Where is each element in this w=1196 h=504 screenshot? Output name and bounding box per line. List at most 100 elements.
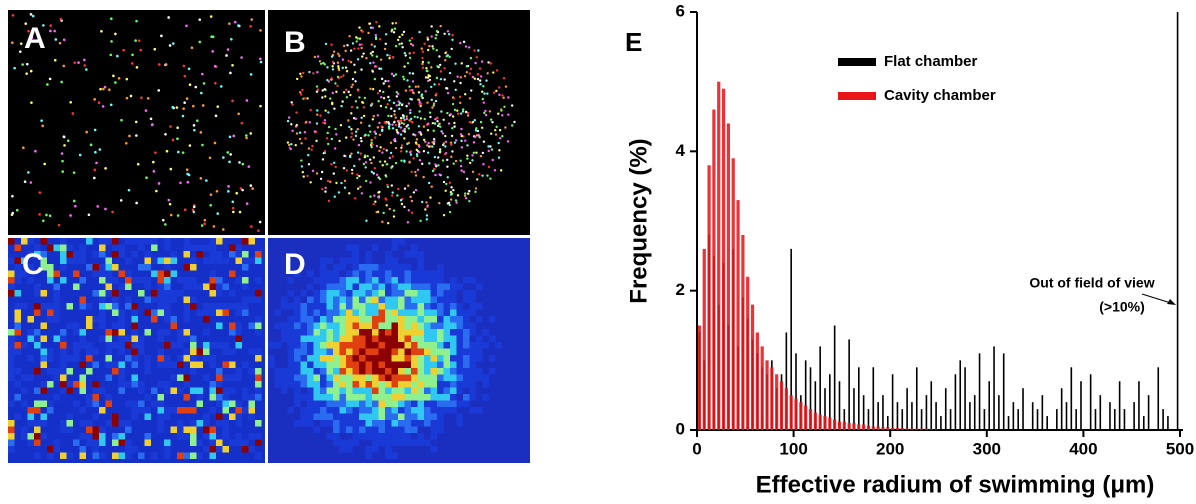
heat-cell <box>287 342 294 349</box>
track-dot <box>451 33 454 37</box>
heat-cell <box>411 309 418 316</box>
heat-cell <box>372 426 379 433</box>
heat-cell <box>313 355 320 362</box>
track-dot <box>307 153 310 157</box>
heat-cell <box>242 387 249 394</box>
heat-cell <box>320 342 327 349</box>
heat-cell <box>469 277 476 284</box>
heat-cell <box>378 290 385 297</box>
heat-cell <box>463 368 470 375</box>
heat-cell <box>209 355 216 362</box>
heat-cell <box>242 238 249 245</box>
track-dot <box>61 159 64 163</box>
track-dot <box>491 120 494 124</box>
heat-cell <box>203 413 210 420</box>
heat-cell <box>34 407 41 414</box>
track-dot <box>426 38 430 41</box>
legend-label: Flat chamber <box>884 53 978 70</box>
heat-cell <box>313 348 320 355</box>
track-dot <box>211 35 215 39</box>
heat-cell <box>86 303 93 310</box>
heat-cell <box>294 368 301 375</box>
heat-cell <box>476 407 483 414</box>
heat-cell <box>372 329 379 336</box>
track-dot <box>434 173 437 177</box>
heat-cell <box>66 355 73 362</box>
track-dot <box>434 99 438 103</box>
track-dot <box>446 30 450 33</box>
track-dot <box>378 89 382 93</box>
track-dot <box>370 145 373 149</box>
heat-cell <box>294 374 301 381</box>
heat-cell <box>385 277 392 284</box>
track-dot <box>249 73 253 76</box>
heat-cell <box>40 290 47 297</box>
bar <box>1041 395 1044 430</box>
heat-cell <box>437 400 444 407</box>
track-dot <box>403 130 407 133</box>
heat-cell <box>424 283 431 290</box>
heat-cell <box>99 290 106 297</box>
heat-cell <box>255 452 262 459</box>
heat-cell <box>118 348 125 355</box>
heat-cell <box>66 244 73 251</box>
bar <box>775 374 779 430</box>
heat-cell <box>8 374 15 381</box>
track-dot <box>336 75 340 79</box>
heat-cell <box>34 426 41 433</box>
track-dot <box>335 181 338 185</box>
bar <box>717 81 721 430</box>
track-dot <box>125 96 129 100</box>
heat-cell <box>255 316 262 323</box>
track-dot <box>426 151 430 154</box>
heat-cell <box>365 355 372 362</box>
track-dot <box>386 185 390 189</box>
track-dot <box>59 17 63 21</box>
track-dot <box>370 102 374 105</box>
heat-cell <box>359 426 366 433</box>
heat-cell <box>391 316 398 323</box>
track-dot <box>446 165 449 168</box>
heat-cell <box>398 355 405 362</box>
track-dot <box>396 194 399 197</box>
track-dot <box>375 210 378 214</box>
heat-cell <box>209 309 216 316</box>
heat-cell <box>294 381 301 388</box>
heat-cell <box>391 290 398 297</box>
track-dot <box>291 129 294 133</box>
heat-cell <box>190 257 197 264</box>
heat-cell <box>456 303 463 310</box>
heat-cell <box>79 361 86 368</box>
heat-cell <box>86 322 93 329</box>
track-dot <box>474 135 477 139</box>
heat-cell <box>164 452 171 459</box>
heat-cell <box>216 413 223 420</box>
track-dot <box>448 210 452 214</box>
track-dot <box>41 124 45 128</box>
heat-cell <box>190 433 197 440</box>
track-dot <box>387 114 390 118</box>
track-dot <box>429 196 432 199</box>
track-dot <box>389 107 393 110</box>
heat-cell <box>294 296 301 303</box>
heat-cell <box>430 277 437 284</box>
track-dot <box>15 208 19 212</box>
track-dot <box>399 126 403 129</box>
track-dot <box>445 182 448 186</box>
heat-cell <box>339 283 346 290</box>
track-dot <box>331 101 334 105</box>
heat-cell <box>177 329 184 336</box>
heat-cell <box>8 329 15 336</box>
heat-cell <box>138 400 145 407</box>
heat-cell <box>203 316 210 323</box>
track-dot <box>192 210 196 214</box>
track-dot <box>439 63 442 67</box>
heat-cell <box>385 322 392 329</box>
heat-cell <box>463 342 470 349</box>
track-dot <box>418 150 421 154</box>
track-dot <box>320 170 324 174</box>
track-dot <box>311 169 315 173</box>
heat-cell <box>326 290 333 297</box>
bar <box>978 353 981 430</box>
track-dot <box>185 97 189 100</box>
